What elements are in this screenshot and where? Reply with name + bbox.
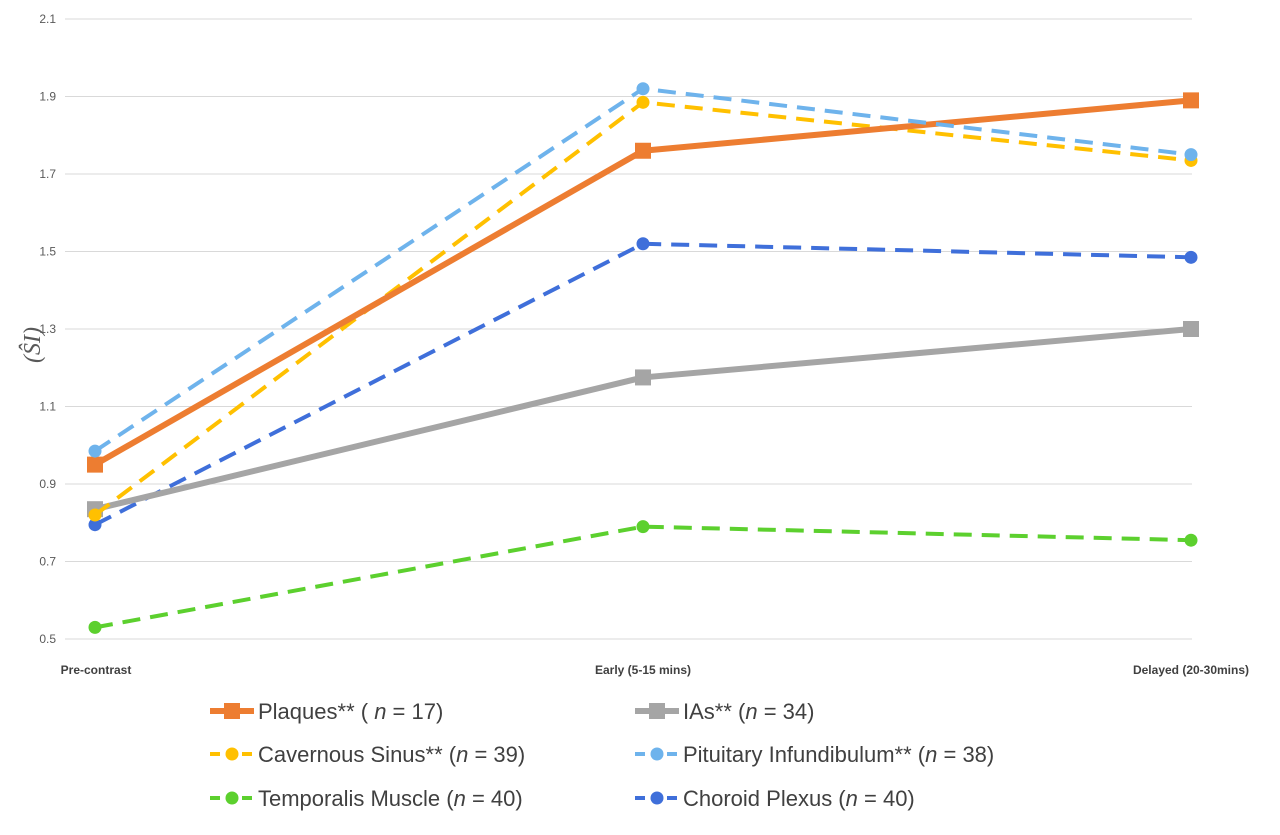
- legend-label-part: = 34): [758, 699, 815, 724]
- legend-label-part: = 38): [937, 742, 994, 767]
- legend-label: Temporalis Muscle (n = 40): [258, 786, 523, 811]
- legend-item-plaques: Plaques** ( n = 17): [210, 699, 443, 724]
- series-pituitary-infundibulum: [88, 82, 1198, 458]
- data-point-ias: [1183, 321, 1199, 337]
- legend-item-ias: IAs** (n = 34): [635, 699, 814, 724]
- legend-label-part: Pituitary Infundibulum** (: [683, 742, 926, 767]
- x-category-label: Delayed (20-30mins): [1133, 663, 1249, 677]
- legend-label-italic: n: [745, 699, 757, 724]
- legend-item-cavernous-sinus: Cavernous Sinus** (n = 39): [210, 742, 525, 767]
- data-point-plaques: [635, 142, 651, 159]
- y-tick-label: 1.7: [39, 167, 56, 181]
- y-tick-label: 1.5: [39, 245, 56, 259]
- legend-label-part: Plaques** (: [258, 699, 374, 724]
- data-point-temporalis-muscle: [636, 520, 650, 534]
- legend-swatch-marker: [650, 747, 664, 761]
- legend-label-italic: n: [846, 786, 858, 811]
- legend-label-part: Temporalis Muscle (: [258, 786, 454, 811]
- data-point-cavernous-sinus: [88, 508, 102, 522]
- legend-item-temporalis-muscle: Temporalis Muscle (n = 40): [210, 786, 523, 811]
- series-line-cavernous-sinus: [93, 100, 1192, 517]
- legend-label-part: = 39): [468, 742, 525, 767]
- data-point-cavernous-sinus: [636, 95, 650, 109]
- legend-label: Cavernous Sinus** (n = 39): [258, 742, 525, 767]
- y-tick-label: 0.9: [39, 477, 56, 491]
- data-point-temporalis-muscle: [88, 620, 102, 634]
- legend-label-italic: n: [925, 742, 937, 767]
- gridlines: [65, 18, 1192, 640]
- data-point-plaques: [1183, 92, 1199, 109]
- series-temporalis-muscle: [88, 520, 1198, 634]
- series-cavernous-sinus: [88, 95, 1198, 522]
- legend-label-part: = 40): [858, 786, 915, 811]
- legend-label-part: IAs** (: [683, 699, 746, 724]
- data-point-pituitary-infundibulum: [636, 82, 650, 96]
- legend-label-italic: n: [456, 742, 468, 767]
- data-point-plaques: [87, 456, 103, 473]
- series-lines: [87, 82, 1199, 634]
- y-tick-label: 2.1: [39, 12, 56, 26]
- legend-label-part: Cavernous Sinus** (: [258, 742, 457, 767]
- legend-label-part: = 40): [466, 786, 523, 811]
- legend-label: Pituitary Infundibulum** (n = 38): [683, 742, 994, 767]
- x-axis-categories: Pre-contrast Early (5-15 mins) Delayed (20…: [61, 663, 1249, 677]
- y-tick-label: 0.7: [39, 555, 56, 569]
- y-tick-label: 1.1: [39, 400, 56, 414]
- legend-swatch-marker: [224, 703, 240, 719]
- data-point-pituitary-infundibulum: [1184, 148, 1198, 162]
- series-line-temporalis-muscle: [94, 524, 1192, 630]
- legend-label: Choroid Plexus (n = 40): [683, 786, 915, 811]
- y-axis-ticks: 0.5 0.7 0.9 1.1 1.3 1.5 1.7 1.9 2.1: [39, 12, 56, 646]
- legend-label: IAs** (n = 34): [683, 699, 814, 724]
- series-line-choroid-plexus: [94, 241, 1192, 527]
- legend-item-pituitary-infundibulum: Pituitary Infundibulum** (n = 38): [635, 742, 994, 767]
- series-line-ias: [94, 326, 1192, 513]
- y-tick-label: 1.9: [39, 90, 56, 104]
- data-point-pituitary-infundibulum: [88, 444, 102, 458]
- data-point-ias: [635, 369, 651, 386]
- data-point-choroid-plexus: [88, 518, 102, 532]
- legend-swatch-marker: [225, 791, 239, 805]
- legend-label-part: Choroid Plexus (: [683, 786, 846, 811]
- data-point-temporalis-muscle: [1184, 533, 1198, 547]
- series-choroid-plexus: [88, 237, 1198, 532]
- legend-item-choroid-plexus: Choroid Plexus (n = 40): [635, 786, 915, 811]
- legend-swatch-marker: [649, 703, 665, 719]
- legend-label: Plaques** ( n = 17): [258, 699, 443, 724]
- legend-swatch-marker: [650, 791, 664, 805]
- data-point-choroid-plexus: [1184, 250, 1198, 264]
- legend: Plaques** ( n = 17) IAs** (n = 34)Caverno…: [210, 699, 994, 811]
- series-plaques: [87, 92, 1199, 473]
- y-tick-label: 0.5: [39, 632, 56, 646]
- legend-swatch-marker: [225, 747, 239, 761]
- x-category-label: Early (5-15 mins): [595, 663, 691, 677]
- legend-label-italic: n: [374, 699, 386, 724]
- legend-label-part: = 17): [386, 699, 443, 724]
- series-ias: [87, 321, 1199, 518]
- x-category-label: Pre-contrast: [61, 663, 132, 677]
- data-point-choroid-plexus: [636, 237, 650, 251]
- legend-label-italic: n: [454, 786, 466, 811]
- y-tick-label: 1.3: [39, 322, 56, 336]
- y-axis-label: (ŜI): [19, 327, 46, 363]
